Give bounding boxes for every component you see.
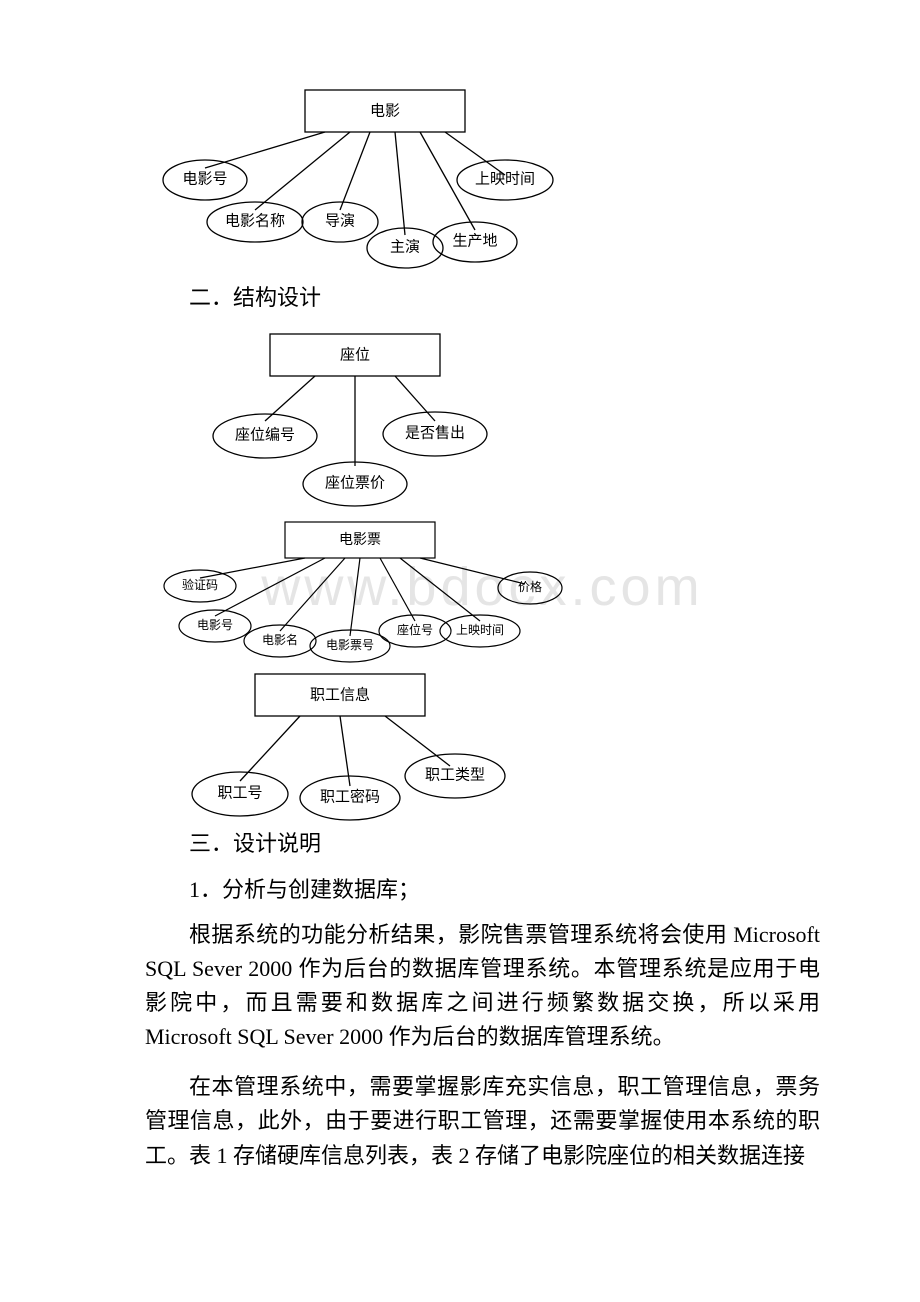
- content-column: 电影 电影号 电影名称 导演 主演 生产地 上映时间 二．结构设计: [145, 80, 820, 1189]
- diagram-movie-svg: 电影 电影号 电影名称 导演 主演 生产地 上映时间: [145, 80, 565, 280]
- diagram-ticket-svg: 电影票 验证码 电影号 电影名 电影票号 座位号 上映时间 价格: [145, 516, 585, 666]
- attr-ticket-seatid: 座位号: [397, 622, 433, 637]
- attr-seat-id: 座位编号: [235, 426, 295, 443]
- attr-movie-id: 电影号: [182, 170, 227, 187]
- entity-seat-label: 座位: [340, 346, 370, 363]
- heading-structure: 二．结构设计: [145, 280, 820, 312]
- heading-design-notes: 三．设计说明: [145, 826, 820, 858]
- diagram-seat-svg: 座位 座位编号 是否售出 座位票价: [175, 326, 535, 516]
- attr-movie-origin: 生产地: [452, 232, 497, 249]
- attr-seat-sold: 是否售出: [405, 424, 465, 441]
- attr-ticket-price: 价格: [518, 579, 542, 594]
- attr-staff-id: 职工号: [217, 784, 262, 801]
- attr-movie-release: 上映时间: [475, 170, 535, 187]
- attr-staff-type: 职工类型: [425, 766, 485, 783]
- attr-staff-pwd: 职工密码: [320, 788, 380, 805]
- diagram-seat: 座位 座位编号 是否售出 座位票价: [175, 326, 820, 516]
- page: 电影 电影号 电影名称 导演 主演 生产地 上映时间 二．结构设计: [0, 0, 920, 1302]
- attr-ticket-moviename: 电影名: [262, 632, 298, 647]
- attr-ticket-ticketid: 电影票号: [326, 638, 374, 652]
- attr-movie-actor: 主演: [390, 238, 420, 255]
- diagram-ticket: www.bdocx.com: [145, 516, 820, 666]
- diagram-staff: 职工信息 职工号 职工密码 职工类型: [160, 666, 820, 826]
- attr-movie-director: 导演: [325, 212, 355, 229]
- diagram-staff-svg: 职工信息 职工号 职工密码 职工类型: [160, 666, 530, 826]
- attr-ticket-movieid: 电影号: [197, 618, 233, 632]
- paragraph-1: 根据系统的功能分析结果，影院售票管理系统将会使用 Microsoft SQL S…: [145, 918, 820, 1054]
- heading-analysis-db: 1．分析与创建数据库；: [145, 872, 820, 904]
- diagram-movie: 电影 电影号 电影名称 导演 主演 生产地 上映时间: [145, 80, 820, 280]
- paragraph-2: 在本管理系统中，需要掌握影库充实信息，职工管理信息，票务管理信息，此外，由于要进…: [145, 1070, 820, 1172]
- attr-seat-price: 座位票价: [325, 474, 385, 491]
- entity-staff-label: 职工信息: [310, 686, 370, 703]
- attr-ticket-showtime: 上映时间: [456, 623, 504, 637]
- entity-ticket-label: 电影票: [339, 532, 381, 548]
- attr-ticket-verify: 验证码: [182, 577, 218, 592]
- attr-movie-name: 电影名称: [225, 212, 285, 229]
- entity-movie-label: 电影: [370, 102, 400, 119]
